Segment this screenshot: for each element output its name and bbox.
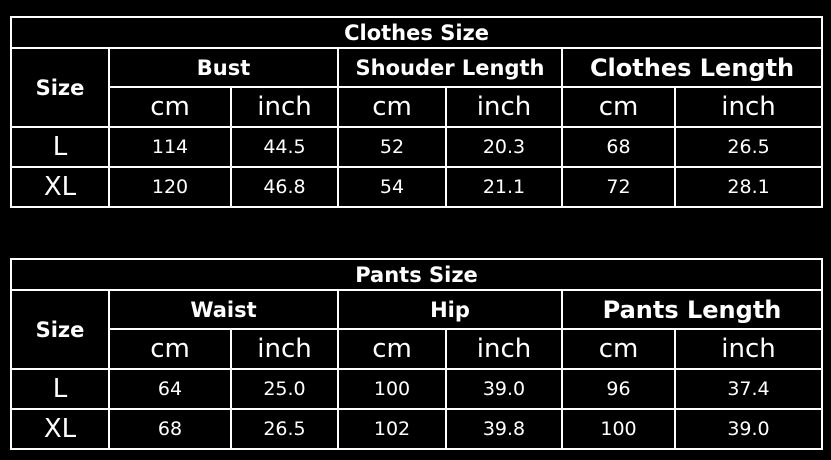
size-cell: XL — [10, 408, 110, 450]
value-cell: 39.8 — [445, 408, 563, 450]
table-title: Pants Size — [9, 258, 824, 291]
table-row: L 64 25.0 100 39.0 96 37.4 — [10, 368, 824, 410]
value-cell: 114 — [108, 126, 232, 168]
unit-header: inch — [230, 328, 339, 370]
size-cell: L — [10, 368, 110, 410]
value-cell: 28.1 — [673, 166, 824, 208]
value-cell: 68 — [108, 408, 232, 450]
value-cell: 39.0 — [445, 368, 563, 410]
unit-header: inch — [673, 86, 824, 128]
value-cell: 26.5 — [230, 408, 339, 450]
value-cell: 102 — [337, 408, 447, 450]
unit-header: inch — [673, 328, 824, 370]
value-cell: 21.1 — [445, 166, 563, 208]
value-cell: 72 — [561, 166, 676, 208]
unit-header: cm — [561, 86, 676, 128]
group-header: Bust — [108, 47, 339, 88]
size-cell: L — [10, 126, 110, 168]
value-cell: 100 — [561, 408, 676, 450]
value-cell: 44.5 — [230, 126, 339, 168]
group-header: Pants Length — [560, 289, 824, 330]
unit-header: cm — [337, 328, 447, 370]
group-header: Hip — [337, 289, 563, 330]
value-cell: 26.5 — [673, 126, 824, 168]
unit-header: inch — [445, 86, 563, 128]
group-header: Waist — [108, 289, 339, 330]
value-cell: 96 — [561, 368, 676, 410]
value-cell: 46.8 — [230, 166, 339, 208]
value-cell: 37.4 — [673, 368, 824, 410]
group-header: Shouder Length — [337, 47, 563, 88]
table-title: Clothes Size — [9, 16, 824, 49]
pants-size-table: Pants Size Size Waist Hip Pants Length cm inch… — [9, 258, 824, 450]
size-cell: XL — [10, 166, 110, 208]
table-row: XL 120 46.8 54 21.1 72 28.1 — [10, 166, 824, 208]
unit-header: inch — [445, 328, 563, 370]
value-cell: 39.0 — [673, 408, 824, 450]
unit-header: cm — [561, 328, 676, 370]
value-cell: 54 — [337, 166, 447, 208]
size-header: Size — [10, 289, 110, 370]
value-cell: 64 — [108, 368, 232, 410]
group-header: Clothes Length — [560, 47, 824, 88]
table-row: XL 68 26.5 102 39.8 100 39.0 — [10, 408, 824, 450]
clothes-size-table: Clothes Size Size Bust Shouder Length Clothe… — [9, 16, 824, 208]
unit-header: cm — [337, 86, 447, 128]
value-cell: 120 — [108, 166, 232, 208]
unit-header: inch — [230, 86, 339, 128]
value-cell: 20.3 — [445, 126, 563, 168]
table-row: L 114 44.5 52 20.3 68 26.5 — [10, 126, 824, 168]
value-cell: 100 — [337, 368, 447, 410]
unit-header: cm — [108, 86, 232, 128]
size-header: Size — [10, 47, 110, 128]
unit-header: cm — [108, 328, 232, 370]
value-cell: 25.0 — [230, 368, 339, 410]
value-cell: 68 — [561, 126, 676, 168]
value-cell: 52 — [337, 126, 447, 168]
